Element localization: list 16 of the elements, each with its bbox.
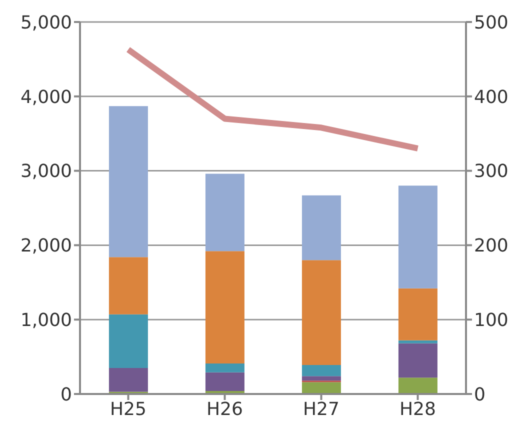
- y2-tick-label: 100: [474, 310, 508, 331]
- y-tick-label: 1,000: [20, 310, 72, 331]
- x-tick-label: H28: [400, 398, 436, 420]
- y2-tick-label: 400: [474, 86, 508, 108]
- y-tick-label: 4,000: [20, 86, 72, 108]
- y2-tick-label: 500: [474, 12, 508, 34]
- y-tick-label: 0: [60, 384, 72, 406]
- x-tick-label: H27: [303, 398, 340, 420]
- x-tick-label: H26: [206, 398, 243, 420]
- x-tick-label: H25: [110, 398, 146, 420]
- y-tick-label: 3,000: [20, 161, 72, 182]
- y-tick-label: 5,000: [20, 12, 72, 34]
- y-tick-label: 2,000: [20, 236, 72, 257]
- y2-tick-label: 300: [474, 161, 508, 182]
- y2-tick-label: 200: [474, 236, 508, 257]
- y2-tick-label: 0: [474, 384, 486, 406]
